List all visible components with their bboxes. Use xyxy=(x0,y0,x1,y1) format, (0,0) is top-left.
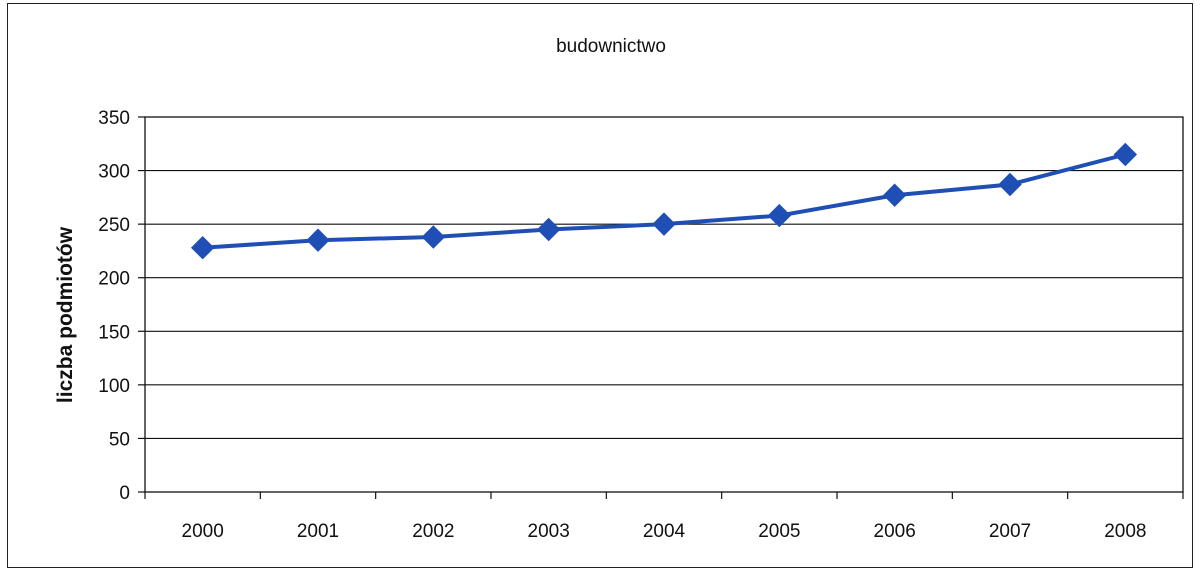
axes xyxy=(138,116,1184,499)
data-point-marker xyxy=(882,183,907,207)
y-tick-label: 150 xyxy=(98,322,130,343)
gridlines xyxy=(145,170,1183,439)
data-point-marker xyxy=(536,217,561,242)
data-point-marker xyxy=(767,203,792,228)
x-tick-labels: 2000 2001 2002 2003 2004 2005 2006 2007 2008 xyxy=(182,521,1147,542)
chart-title: budownictwo xyxy=(556,36,666,57)
y-tick-label: 0 xyxy=(119,483,130,504)
y-tick-label: 250 xyxy=(98,215,130,236)
x-tick-label: 2004 xyxy=(643,521,686,542)
data-point-marker xyxy=(421,225,446,249)
x-tick-label: 2005 xyxy=(758,521,800,542)
plot-area xyxy=(144,116,1184,493)
x-tick-label: 2001 xyxy=(297,521,339,542)
y-axis-label: liczba podmiotów xyxy=(54,226,77,403)
x-tick-label: 2008 xyxy=(1104,521,1146,542)
data-point-marker xyxy=(1113,142,1138,167)
series-layer xyxy=(190,142,1138,260)
data-point-marker xyxy=(190,236,215,260)
y-tick-label: 300 xyxy=(98,162,130,183)
x-tick-label: 2006 xyxy=(874,521,916,542)
data-point-marker xyxy=(652,212,676,236)
y-tick-label: 50 xyxy=(109,429,130,450)
y-tick-label: 200 xyxy=(98,269,130,290)
y-tick-labels: 0 50 100 150 200 250 300 350 xyxy=(98,108,130,504)
chart-frame xyxy=(7,3,1193,568)
y-tick-label: 100 xyxy=(98,376,130,397)
x-tick-label: 2000 xyxy=(182,521,224,542)
x-tick-label: 2002 xyxy=(412,521,454,542)
y-tick-label: 350 xyxy=(98,108,130,129)
data-point-marker xyxy=(998,172,1022,197)
x-tick-label: 2003 xyxy=(528,521,570,542)
x-tick-label: 2007 xyxy=(989,521,1031,542)
data-point-marker xyxy=(306,228,330,252)
